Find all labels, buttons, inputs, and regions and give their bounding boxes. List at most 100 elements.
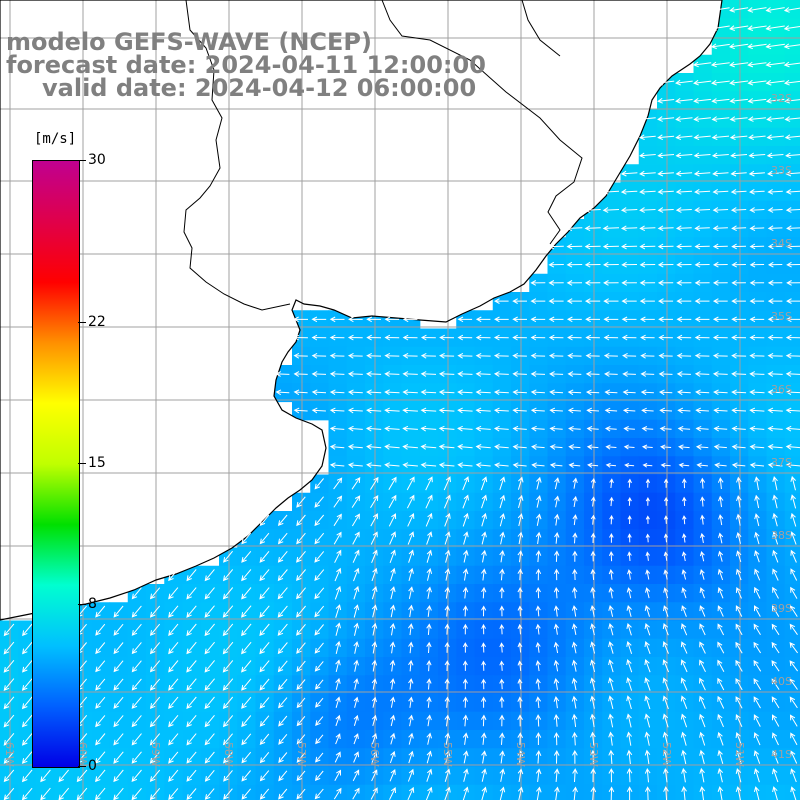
wind-arrow [186, 587, 197, 600]
wind-arrow [517, 768, 524, 782]
wind-arrow [749, 334, 765, 341]
wind-arrow [462, 605, 469, 617]
wind-arrow [717, 731, 724, 746]
wind-arrow [663, 587, 669, 599]
wind-arrow [371, 769, 378, 782]
wind-arrow [168, 569, 179, 582]
wind-arrow [475, 371, 491, 377]
longitude-label: 56W [368, 742, 381, 767]
wind-arrow [639, 298, 655, 304]
wind-arrow [657, 134, 675, 141]
wind-arrow [311, 371, 327, 377]
speed-cell [310, 784, 330, 800]
wind-arrow [278, 697, 288, 709]
wind-arrow [21, 733, 33, 746]
wind-arrow [186, 569, 197, 582]
wind-arrow [277, 623, 288, 636]
wind-arrow [275, 371, 290, 377]
speed-cell [784, 474, 800, 494]
wind-arrow [772, 586, 779, 599]
wind-arrow [371, 659, 378, 672]
wind-arrow [731, 225, 747, 232]
wind-arrow [168, 788, 179, 800]
wind-arrow [314, 532, 325, 545]
wind-arrow [712, 261, 728, 268]
wind-arrow [736, 513, 742, 526]
wind-arrow [186, 733, 197, 746]
latitude-label: 38S [771, 529, 792, 542]
wind-arrow [462, 678, 468, 690]
wind-arrow [493, 389, 509, 396]
wind-arrow [608, 768, 615, 783]
wind-arrow [586, 407, 600, 414]
wind-arrow [296, 660, 306, 673]
wind-arrow [609, 496, 614, 507]
wind-arrow [204, 660, 215, 673]
wind-arrow [493, 407, 509, 414]
wind-arrow [517, 696, 523, 708]
wind-arrow [58, 769, 69, 783]
wind-arrow [626, 767, 633, 783]
wind-arrow [444, 623, 450, 635]
wind-arrow [717, 677, 725, 691]
wind-arrow [462, 586, 469, 599]
wind-arrow [681, 623, 688, 636]
longitude-label: 58W [222, 742, 235, 767]
wind-arrow [347, 334, 363, 341]
wind-arrow [786, 225, 800, 232]
wind-arrow [353, 641, 359, 654]
wind-arrow [371, 585, 378, 600]
speed-cell [748, 784, 768, 800]
wind-arrow [241, 550, 252, 563]
wind-arrow [627, 533, 632, 543]
wind-arrow [713, 407, 728, 414]
wind-arrow [370, 495, 379, 509]
wind-arrow [352, 549, 360, 563]
wind-arrow [223, 770, 233, 782]
wind-arrow [259, 660, 270, 673]
wind-arrow [443, 494, 451, 509]
wind-arrow [426, 567, 433, 581]
wind-arrow [584, 207, 601, 213]
wind-arrow [767, 225, 783, 232]
wind-arrow [296, 514, 306, 527]
wind-arrow [608, 695, 614, 710]
wind-arrow [186, 678, 197, 691]
wind-arrow [335, 714, 341, 727]
wind-arrow [608, 622, 614, 636]
wind-arrow [535, 641, 541, 653]
wind-arrow [149, 769, 161, 783]
wind-arrow [711, 134, 730, 141]
wind-arrow [717, 786, 724, 800]
wind-arrow [590, 768, 597, 783]
wind-arrow [241, 623, 252, 637]
wind-arrow [731, 352, 747, 359]
wind-arrow [584, 298, 601, 304]
wind-arrow [389, 678, 396, 690]
wind-arrow [512, 444, 527, 450]
wind-arrow [186, 605, 197, 618]
wind-arrow [662, 749, 669, 765]
wind-arrow [731, 280, 746, 286]
wind-arrow [408, 641, 414, 654]
wind-arrow [605, 462, 617, 468]
wind-arrow [389, 750, 396, 764]
wind-arrow [717, 749, 724, 764]
wind-arrow [639, 280, 656, 286]
wind-arrow [627, 496, 632, 506]
wind-arrow [384, 316, 400, 323]
wind-arrow [771, 678, 780, 690]
wind-arrow [204, 678, 215, 691]
wind-arrow [296, 587, 306, 600]
wind-arrow [586, 425, 599, 432]
wind-arrow [168, 623, 179, 637]
wind-arrow [572, 550, 578, 562]
wind-arrow [76, 769, 88, 783]
wind-arrow [407, 623, 414, 636]
wind-arrow [275, 389, 290, 396]
latitude-label: 36S [771, 383, 792, 396]
wind-arrow [644, 786, 651, 800]
wind-arrow [296, 496, 306, 508]
wind-arrow [549, 425, 563, 432]
wind-arrow [747, 79, 767, 86]
